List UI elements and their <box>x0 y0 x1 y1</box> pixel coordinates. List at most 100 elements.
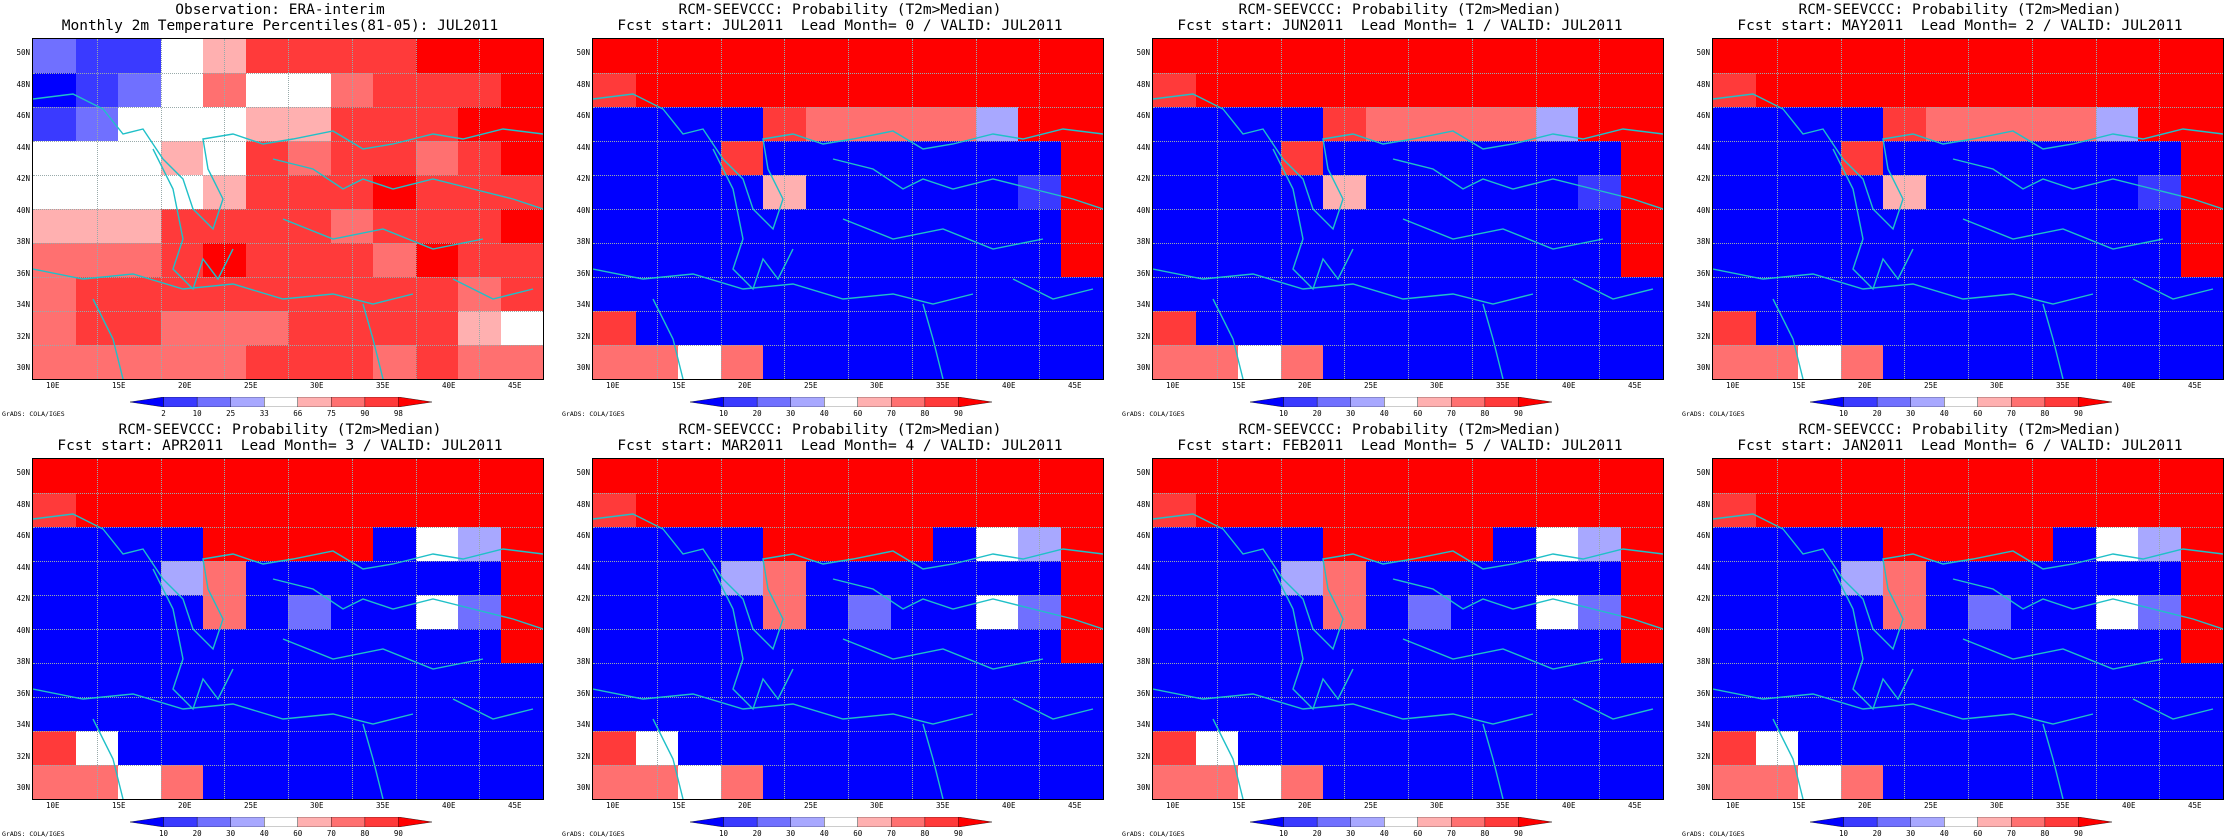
lat-label: 42N <box>1696 174 1710 183</box>
grid-cell <box>593 175 637 210</box>
grid-cell <box>1408 209 1452 244</box>
lat-label: 36N <box>1696 688 1710 698</box>
colorbar-label: 10 <box>1839 829 1849 838</box>
grid-cell <box>1060 141 1103 176</box>
coastline <box>33 93 543 379</box>
grid-cell <box>678 107 722 142</box>
lat-label: 46N <box>576 111 590 120</box>
lat-label: 46N <box>1696 111 1710 120</box>
grid-cell <box>373 175 417 210</box>
colorbar-label: 60 <box>1413 409 1423 418</box>
colorbar-label: 30 <box>1346 409 1356 418</box>
lat-label: 30N <box>1696 363 1710 372</box>
grid-cell <box>160 175 204 210</box>
grid-cell <box>1620 141 1663 176</box>
colorbar-label: 70 <box>886 829 896 838</box>
lon-label: 40E <box>1562 801 1576 810</box>
lon-label: 25E <box>244 801 258 810</box>
gridline <box>593 209 1103 210</box>
grid-cell <box>593 73 637 108</box>
grid-cell <box>500 141 543 176</box>
gridline <box>33 175 543 176</box>
lon-label: 10E <box>1726 381 1740 390</box>
grads-credit: GrADS: COLA/IGES <box>1682 830 1745 838</box>
lon-label: 35E <box>1496 381 1510 390</box>
lon-label: 30E <box>1990 801 2004 810</box>
grid-cell <box>415 175 459 210</box>
grid-cell <box>1280 141 1324 176</box>
grid-cell <box>245 39 289 74</box>
lat-label: 40N <box>1696 205 1710 215</box>
grid-cell <box>1620 73 1663 108</box>
grid-cell <box>848 345 892 379</box>
lon-label: 15E <box>112 381 126 390</box>
lat-label: 38N <box>1696 657 1710 666</box>
grid-cell <box>288 73 332 108</box>
grid-cell <box>160 277 204 312</box>
panel-subtitle: Monthly 2m Temperature Percentiles(81-05… <box>61 18 499 34</box>
map-plot <box>32 38 544 380</box>
grid-cell <box>1493 107 1537 142</box>
panel-subtitle: Fcst start: APR2011 Lead Month= 3 / VALI… <box>57 438 503 454</box>
lat-label: 30N <box>1696 783 1710 792</box>
lon-label: 30E <box>1430 801 1444 810</box>
grid-cell <box>33 209 77 244</box>
colorbar-label: 30 <box>786 829 796 838</box>
colorbar-label: 40 <box>259 829 269 838</box>
grid-cell <box>593 141 637 176</box>
grads-credit: GrADS: COLA/IGES <box>562 830 625 838</box>
lat-label: 30N <box>576 783 590 792</box>
colorbar-label: 10 <box>192 409 202 418</box>
grid-cell <box>678 243 722 278</box>
grid-cell <box>678 209 722 244</box>
grid-cell <box>500 73 543 108</box>
lat-label: 32N <box>1696 331 1710 341</box>
colorbar-label: 80 <box>360 829 370 838</box>
colorbar-label: 70 <box>326 829 336 838</box>
panel-title: RCM-SEEVCCC: Probability (T2m>Median) <box>678 2 1002 18</box>
lat-label: 38N <box>576 657 590 666</box>
grid-cell <box>1408 141 1452 176</box>
colorbar-label: 80 <box>1480 829 1490 838</box>
gridline <box>593 175 1103 176</box>
map-plot <box>592 38 1104 380</box>
colorbar-label: 40 <box>1939 409 1949 418</box>
grid-cell <box>1408 175 1452 210</box>
grid-cell <box>373 243 417 278</box>
grid-cell <box>118 311 162 346</box>
panel-subtitle: Fcst start: JAN2011 Lead Month= 6 / VALI… <box>1737 438 2183 454</box>
grid-cell <box>678 345 722 379</box>
colorbar-label: 40 <box>1379 829 1389 838</box>
colorbar-label: 20 <box>1312 409 1322 418</box>
lat-label: 38N <box>1696 237 1710 246</box>
lat-label: 50N <box>1696 48 1710 57</box>
grid-cell <box>1238 107 1282 142</box>
grid-cell <box>933 345 977 379</box>
lon-label: 25E <box>1924 381 1938 390</box>
gridline <box>593 73 1103 74</box>
colorbar-label: 90 <box>2073 829 2083 838</box>
lat-label: 48N <box>1696 79 1710 89</box>
grid-cell <box>288 175 332 210</box>
grid-cell <box>720 345 764 379</box>
lon-label: 35E <box>936 801 950 810</box>
grid-cell <box>1060 311 1103 346</box>
lat-label: 46N <box>1136 531 1150 540</box>
grid-cell <box>975 39 1019 74</box>
grid-cell <box>415 277 459 312</box>
lon-label: 30E <box>870 381 884 390</box>
lon-label: 35E <box>1496 801 1510 810</box>
grid-cell <box>1060 39 1103 74</box>
colorbar-label: 70 <box>1446 409 1456 418</box>
coastline <box>1153 93 1663 379</box>
lon-label: 15E <box>672 381 686 390</box>
grid-cell <box>1280 175 1324 210</box>
lat-label: 46N <box>16 531 30 540</box>
grid-cell <box>500 107 543 142</box>
colorbar-label: 10 <box>1279 409 1289 418</box>
lon-label: 10E <box>1166 381 1180 390</box>
lon-label: 40E <box>2122 801 2136 810</box>
grid-cell <box>975 209 1019 244</box>
grid-cell <box>288 311 332 346</box>
lat-label: 48N <box>1696 499 1710 509</box>
